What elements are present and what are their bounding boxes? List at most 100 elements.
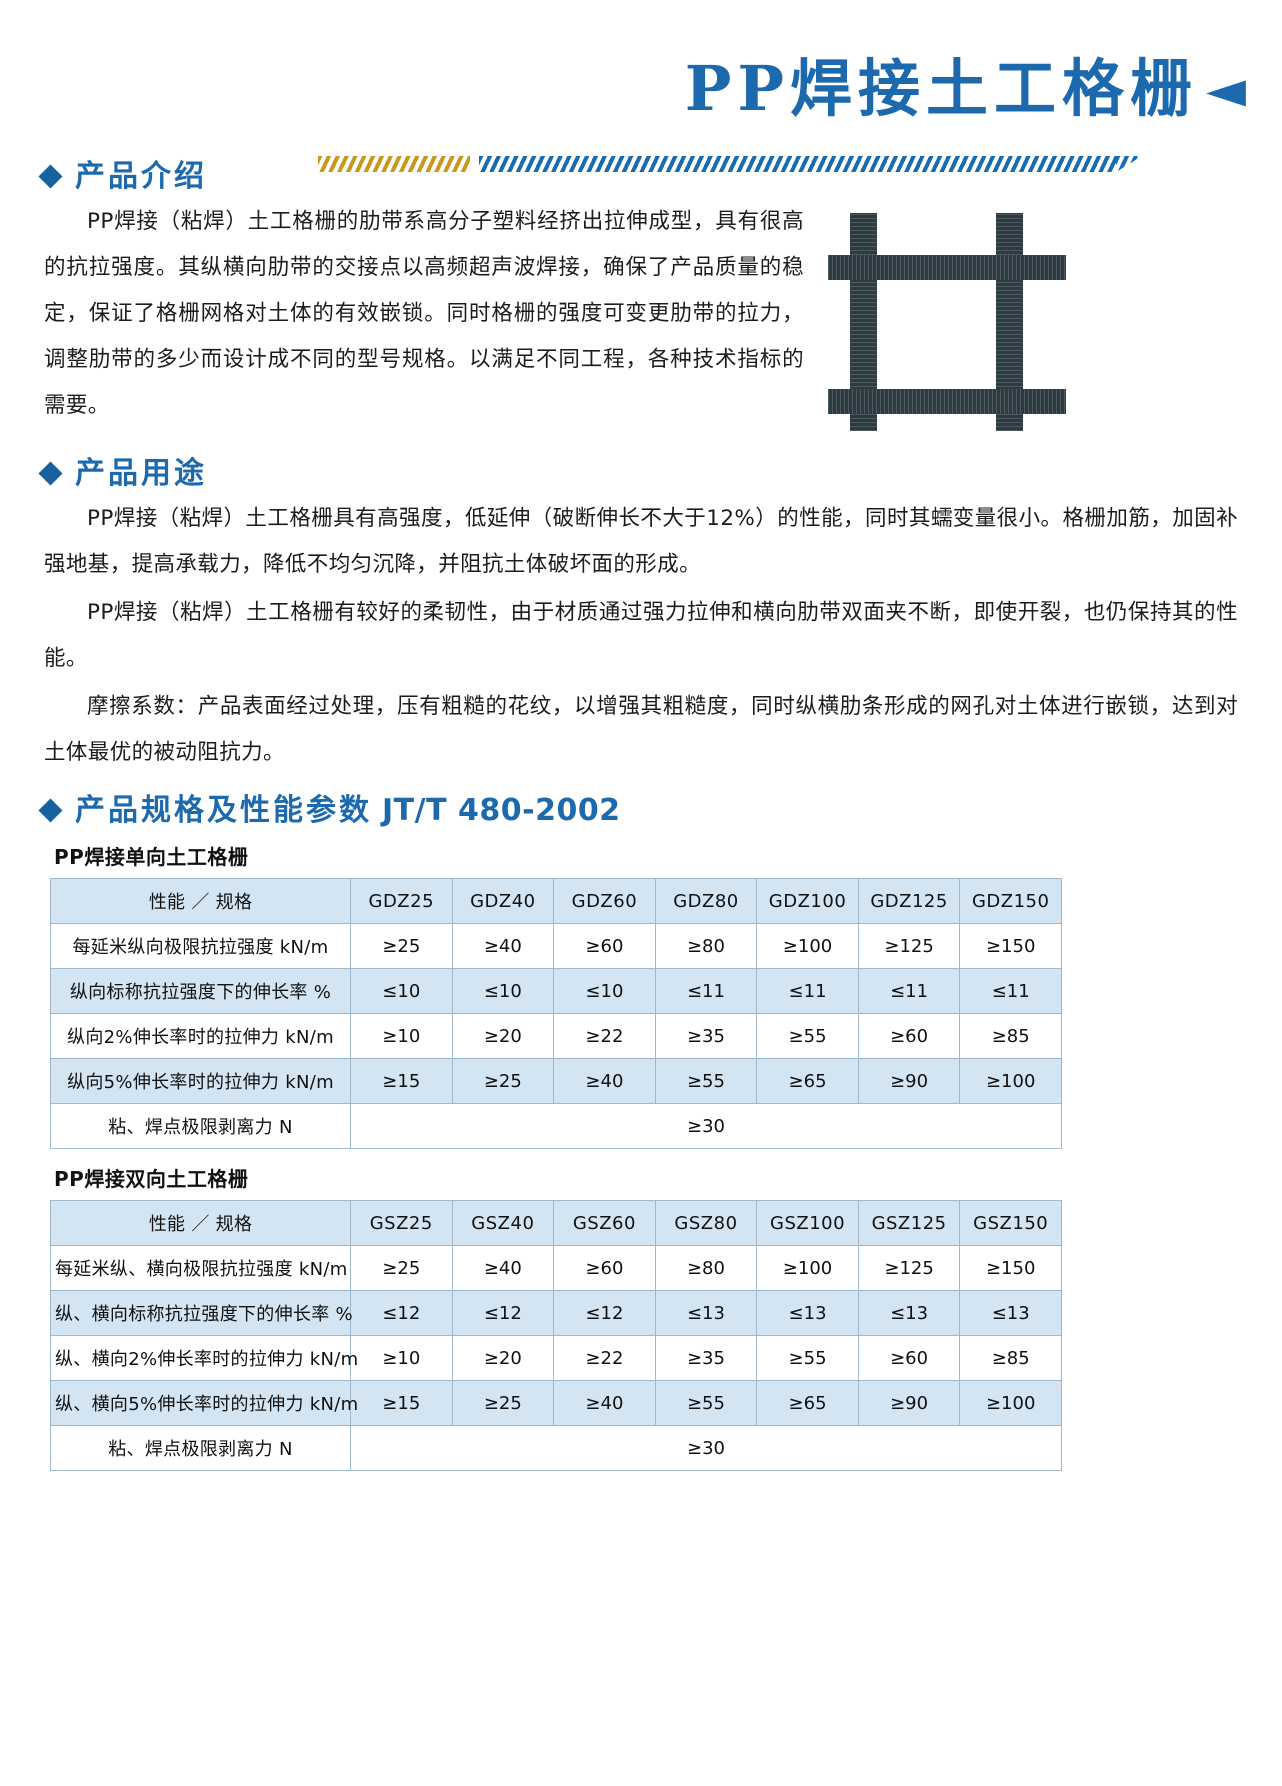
table-row-label: 每延米纵向极限抗拉强度 kN/m [50, 923, 351, 969]
table-header-cell: GSZ25 [350, 1200, 453, 1246]
section-title-specs-text: 产品规格及性能参数 [75, 793, 372, 828]
table-cell: ≥60 [857, 1013, 961, 1059]
table-header-cell: GDZ150 [959, 878, 1062, 924]
table-cell: ≥150 [959, 1245, 1062, 1291]
table-header-cell: GDZ60 [553, 878, 656, 924]
table-row: 纵向2%伸长率时的拉伸力 kN/m ≥10 ≥20 ≥22 ≥35 ≥55 ≥6… [50, 1013, 1062, 1059]
table-cell: ≥90 [857, 1380, 961, 1426]
table-footer-value: ≥30 [350, 1103, 1062, 1149]
table-header-cell: GDZ40 [451, 878, 555, 924]
table-row-label: 每延米纵、横向极限抗拉强度 kN/m [50, 1245, 351, 1291]
table-header-cell: GDZ80 [654, 878, 758, 924]
table-row: 纵向5%伸长率时的拉伸力 kN/m ≥15 ≥25 ≥40 ≥55 ≥65 ≥9… [50, 1058, 1062, 1104]
table-row-label: 纵向2%伸长率时的拉伸力 kN/m [50, 1013, 351, 1059]
table-cell: ≥100 [959, 1058, 1062, 1104]
table-cell: ≥55 [756, 1013, 859, 1059]
section-title-usage: 产品用途 [75, 456, 207, 491]
table-cell: ≤10 [553, 968, 656, 1014]
usage-paragraph-2: PP焊接（粘焊）土工格栅有较好的柔韧性，由于材质通过强力拉伸和横向肋带双面夹不断… [44, 600, 1238, 671]
table-header-cell: GDZ100 [756, 878, 859, 924]
table-cell: ≥20 [451, 1013, 555, 1059]
table-cell: ≥15 [350, 1380, 453, 1426]
table-row-label: 纵、横向2%伸长率时的拉伸力 kN/m [50, 1335, 358, 1381]
table-cell: ≥100 [959, 1380, 1062, 1426]
intro-paragraph-1: PP焊接（粘焊）土工格栅的肋带系高分子塑料经挤出拉伸成型，具有很高的抗拉强度。其… [44, 209, 804, 418]
table-caption-uniaxial: PP焊接单向土工格栅 [54, 845, 249, 869]
table-cell: ≥20 [451, 1335, 555, 1381]
table-row: 每延米纵、横向极限抗拉强度 kN/m ≥25 ≥40 ≥60 ≥80 ≥100 … [50, 1245, 1062, 1291]
table-row-label: 纵向5%伸长率时的拉伸力 kN/m [50, 1058, 351, 1104]
table-cell: ≤10 [350, 968, 453, 1014]
table-cell: ≥85 [959, 1335, 1062, 1381]
table-cell: ≥90 [857, 1058, 961, 1104]
table-row: 纵、横向2%伸长率时的拉伸力 kN/m ≥10 ≥20 ≥22 ≥35 ≥55 … [50, 1335, 1062, 1381]
table-row: 纵、横向标称抗拉强度下的伸长率 % ≤12 ≤12 ≤12 ≤13 ≤13 ≤1… [50, 1290, 1062, 1336]
section-heading-intro: 产品介绍 [0, 160, 1282, 193]
table-footer-row: 粘、焊点极限剥离力 N ≥30 [50, 1425, 1062, 1471]
table-cell: ≤11 [959, 968, 1062, 1014]
table-cell: ≥10 [350, 1335, 453, 1381]
table-cell: ≤10 [451, 968, 555, 1014]
table-cell: ≥22 [553, 1335, 656, 1381]
page-title: PP焊接土工格栅 [684, 52, 1198, 125]
table-row-label: 纵、横向5%伸长率时的拉伸力 kN/m [50, 1380, 358, 1426]
table-row-label: 纵向标称抗拉强度下的伸长率 % [50, 968, 351, 1014]
section-title-specs-standard: JT/T 480-2002 [382, 793, 621, 828]
rule-gap [470, 156, 479, 172]
product-figure [820, 213, 1246, 443]
table-header-cell: GSZ100 [756, 1200, 859, 1246]
table-cell: ≥125 [857, 923, 961, 969]
table-cell: ≤13 [756, 1290, 859, 1336]
table-cell: ≤12 [350, 1290, 453, 1336]
usage-paragraph-1: PP焊接（粘焊）土工格栅具有高强度，低延伸（破断伸长不大于12%）的性能，同时其… [44, 506, 1238, 577]
table-cell: ≥80 [654, 1245, 758, 1291]
table-cell: ≤13 [654, 1290, 758, 1336]
table-cell: ≥55 [654, 1380, 758, 1426]
table-header-row: 性能 ／ 规格 GSZ25 GSZ40 GSZ60 GSZ80 GSZ100 G… [50, 1200, 1062, 1246]
usage-paragraph-3: 摩擦系数：产品表面经过处理，压有粗糙的花纹，以增强其粗糙度，同时纵横肋条形成的网… [44, 694, 1238, 765]
table-cell: ≥35 [654, 1335, 758, 1381]
table-footer-label: 粘、焊点极限剥离力 N [50, 1103, 351, 1149]
intro-block: PP焊接（粘焊）土工格栅的肋带系高分子塑料经挤出拉伸成型，具有很高的抗拉强度。其… [0, 199, 1282, 443]
table-header-cell: GSZ125 [857, 1200, 961, 1246]
table-row: 纵、横向5%伸长率时的拉伸力 kN/m ≥15 ≥25 ≥40 ≥55 ≥65 … [50, 1380, 1062, 1426]
section-heading-specs: 产品规格及性能参数 JT/T 480-2002 [0, 794, 1282, 827]
table-cell: ≥60 [553, 923, 656, 969]
usage-text: PP焊接（粘焊）土工格栅具有高强度，低延伸（破断伸长不大于12%）的性能，同时其… [0, 496, 1282, 776]
spec-table-biaxial: 性能 ／ 规格 GSZ25 GSZ40 GSZ60 GSZ80 GSZ100 G… [50, 1200, 1062, 1471]
spec-tables: PP焊接单向土工格栅 性能 ／ 规格 GDZ25 GDZ40 GDZ60 GDZ… [0, 841, 1282, 1471]
pp-welded-geogrid-mesh-image [828, 213, 1066, 431]
table-footer-row: 粘、焊点极限剥离力 N ≥30 [50, 1103, 1062, 1149]
left-caret-icon: ◄ [1206, 60, 1246, 120]
table-cell: ≤11 [654, 968, 758, 1014]
table-cell: ≥15 [350, 1058, 453, 1104]
table-cell: ≥55 [756, 1335, 859, 1381]
rule-segment-gold [318, 156, 470, 172]
table-cell: ≥40 [553, 1058, 656, 1104]
table-header-row: 性能 ／ 规格 GDZ25 GDZ40 GDZ60 GDZ80 GDZ100 G… [50, 878, 1062, 924]
diamond-bullet-icon [38, 798, 63, 823]
table-cell: ≥60 [553, 1245, 656, 1291]
table-cell: ≤11 [756, 968, 859, 1014]
table-footer-value: ≥30 [350, 1425, 1062, 1471]
table-row: 纵向标称抗拉强度下的伸长率 % ≤10 ≤10 ≤10 ≤11 ≤11 ≤11 … [50, 968, 1062, 1014]
geogrid-horizontal-rib [828, 255, 1066, 280]
table-cell: ≥25 [451, 1380, 555, 1426]
table-cell: ≥40 [451, 1245, 555, 1291]
table-cell: ≤13 [857, 1290, 961, 1336]
table-cell: ≥22 [553, 1013, 656, 1059]
table-cell: ≥25 [350, 923, 453, 969]
table-row: 每延米纵向极限抗拉强度 kN/m ≥25 ≥40 ≥60 ≥80 ≥100 ≥1… [50, 923, 1062, 969]
table-cell: ≥125 [857, 1245, 961, 1291]
table-cell: ≥100 [756, 923, 859, 969]
section-title-intro: 产品介绍 [75, 159, 207, 194]
table-cell: ≥40 [553, 1380, 656, 1426]
intro-text: PP焊接（粘焊）土工格栅的肋带系高分子塑料经挤出拉伸成型，具有很高的抗拉强度。其… [44, 199, 804, 431]
rule-segment-blue [479, 156, 1116, 172]
table-cell: ≥100 [756, 1245, 859, 1291]
table-cell: ≤12 [451, 1290, 555, 1336]
table-cell: ≤11 [857, 968, 961, 1014]
table-header-cell: GSZ80 [654, 1200, 758, 1246]
table-cell: ≥65 [756, 1380, 859, 1426]
table-header-cell: 性能 ／ 规格 [50, 878, 351, 924]
